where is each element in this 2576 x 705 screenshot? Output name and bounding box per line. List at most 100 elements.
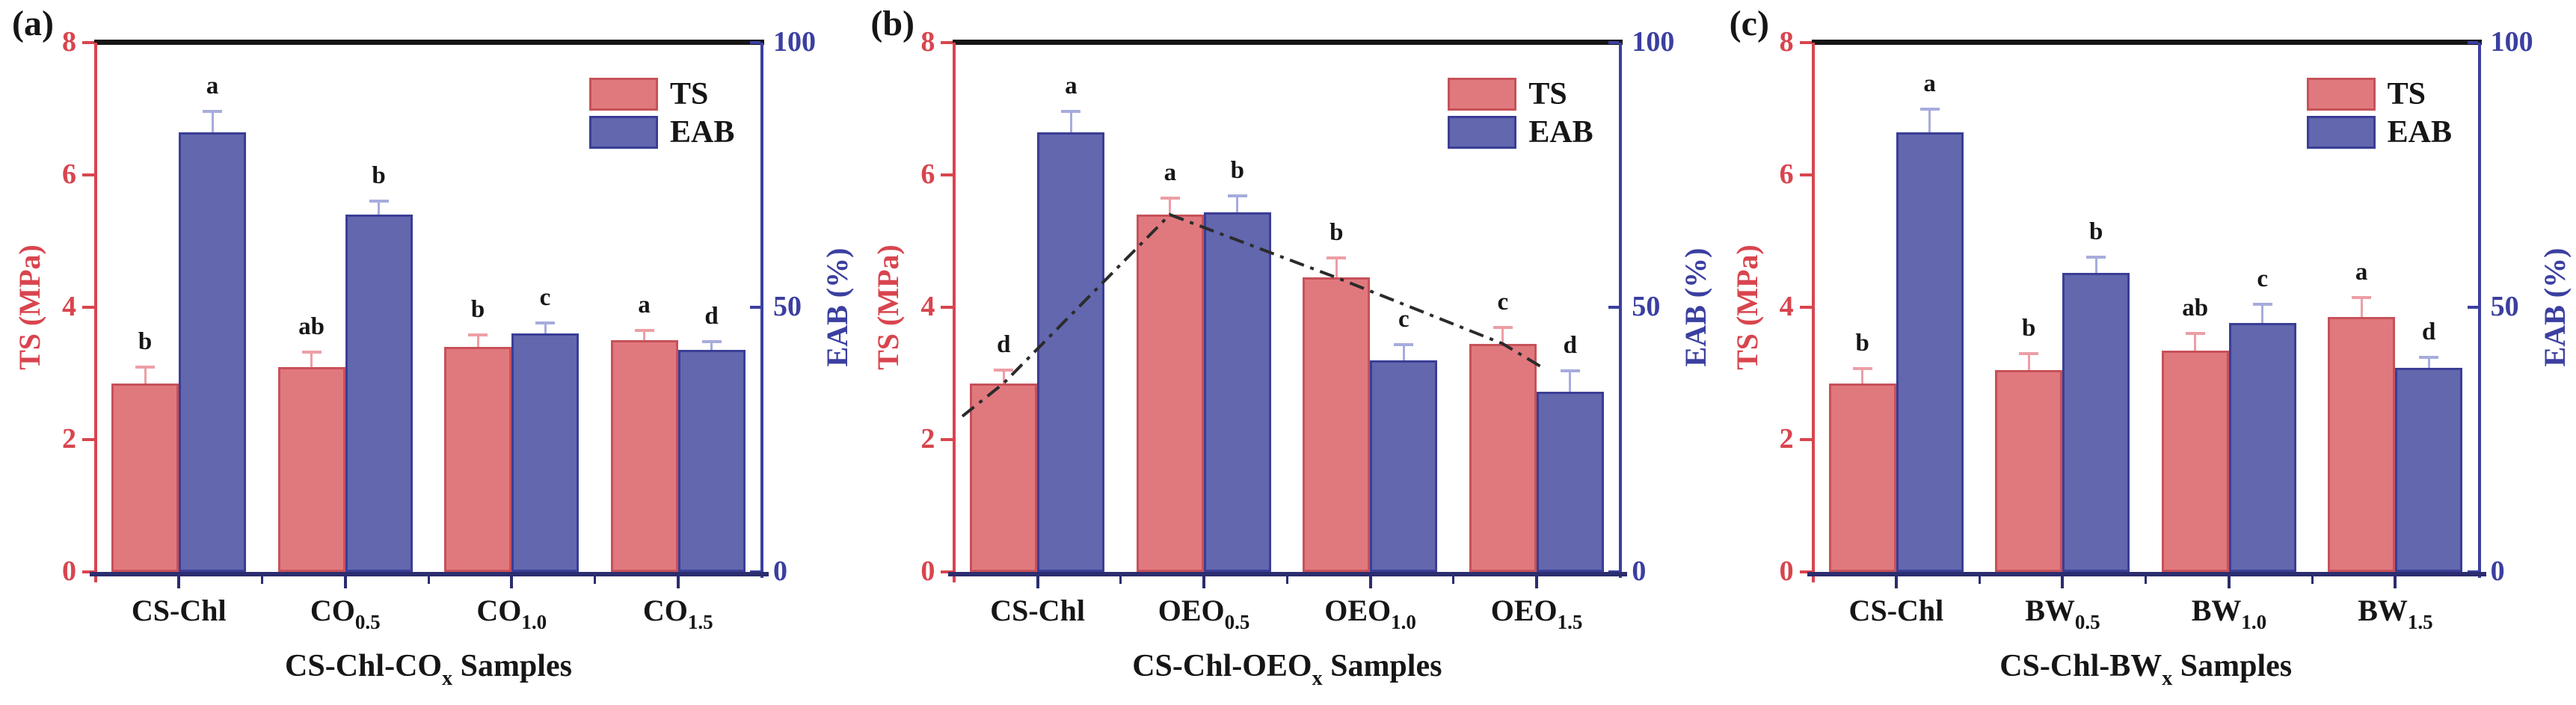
x-axis-minor-tick (1452, 576, 1455, 584)
legend-swatch-ts (1448, 78, 1517, 111)
left-axis-tick (1799, 41, 1812, 44)
x-axis-tick (2394, 576, 2397, 588)
significance-letter: d (704, 303, 719, 330)
error-bar-cap (1327, 256, 1347, 259)
ts-bar (111, 383, 179, 572)
x-axis-minor-tick (1978, 576, 1981, 584)
legend: TS EAB (2306, 77, 2453, 154)
significance-letter: c (539, 284, 551, 312)
legend-label: TS (2387, 77, 2426, 111)
significance-letter: d (2421, 318, 2436, 346)
right-axis-tick (750, 41, 760, 44)
category-label: CO1.0 (476, 593, 547, 633)
legend-label: EAB (1528, 115, 1593, 150)
legend-swatch-ts (2306, 78, 2376, 111)
panel-c: (c) b b ab a a b c d 0 2 4 6 8 0 50 100 CS-Chl BW0.5 BW1.0… (1717, 0, 2576, 705)
right-axis-tick-label: 50 (1632, 291, 1661, 322)
right-axis-tick-label: 100 (2490, 26, 2533, 58)
left-axis-tick-label: 8 (920, 26, 935, 58)
eab-bar (1203, 212, 1271, 572)
eab-bar (1370, 360, 1438, 572)
error-bar-cap (135, 365, 155, 369)
ts-bar (1828, 383, 1896, 572)
category-label: BW1.0 (2191, 593, 2266, 633)
left-axis-tick (1799, 570, 1812, 573)
x-axis-minor-tick (1285, 576, 1288, 584)
category-label-main: CO (642, 594, 688, 627)
category-label: OEO0.5 (1158, 593, 1250, 633)
error-bar (2094, 256, 2097, 273)
x-axis-minor-tick (427, 576, 430, 584)
significance-letter: a (206, 73, 219, 100)
error-bar (2427, 357, 2430, 369)
left-axis-tick (82, 41, 94, 44)
right-axis-line (2477, 43, 2481, 578)
left-axis-tick-label: 0 (920, 555, 935, 587)
x-axis-tick (1894, 576, 1898, 588)
x-axis-minor-tick (2311, 576, 2314, 584)
right-axis-line (760, 43, 763, 578)
x-axis-tick (676, 576, 680, 588)
category-label-main: CO (476, 594, 522, 627)
ts-bar (1136, 215, 1204, 572)
category-label: CO1.5 (642, 593, 713, 633)
legend-item: TS (589, 78, 734, 111)
error-bar-cap (2419, 356, 2439, 360)
ts-bar (444, 347, 511, 572)
x-axis-tick (343, 576, 347, 588)
panel-label-c: (c) (1729, 4, 1769, 43)
error-bar (1169, 197, 1172, 215)
x-axis-title: CS-Chl-OEOx Samples (1132, 648, 1442, 690)
category-label-subscript: 1.5 (687, 611, 713, 633)
error-bar (2261, 304, 2264, 324)
error-bar (710, 342, 713, 350)
legend-swatch-eab (589, 116, 658, 149)
significance-letter: b (1230, 157, 1245, 185)
error-bar-cap (2185, 332, 2205, 336)
left-axis-tick-label: 8 (1779, 26, 1794, 58)
significance-letter: b (2088, 218, 2103, 245)
error-bar (144, 366, 147, 384)
legend-label: EAB (2387, 115, 2453, 150)
panel-a: (a) b ab b a a b c d 0 2 4 6 8 0 50 100 CS-Chl CO0.5 CO1.0… (0, 0, 859, 705)
category-label-main: BW (2358, 594, 2408, 627)
left-axis-tick (1799, 173, 1812, 176)
left-axis-tick-label: 8 (62, 26, 76, 58)
category-label-main: BW (2191, 594, 2242, 627)
left-axis-tick (1799, 438, 1812, 441)
error-bar (1402, 344, 1405, 360)
category-label-main: CS-Chl (131, 594, 227, 627)
category-label: CS-Chl (132, 593, 227, 628)
right-axis-tick-label: 50 (773, 291, 802, 322)
category-label: BW1.5 (2358, 593, 2432, 633)
error-bar (2027, 353, 2030, 371)
x-axis-minor-tick (261, 576, 263, 584)
error-bar (1002, 370, 1005, 384)
right-axis-tick-label: 0 (1632, 555, 1647, 587)
error-bar-cap (535, 321, 555, 325)
category-label: CO0.5 (310, 593, 381, 633)
ts-bar (1469, 343, 1537, 572)
category-label-main: CS-Chl (1848, 594, 1944, 627)
x-axis-title-subscript: x (1312, 667, 1323, 690)
left-axis-tick-label: 6 (1779, 158, 1794, 190)
error-bar-cap (2352, 295, 2372, 299)
right-axis-tick (1608, 41, 1620, 44)
legend: TS EAB (589, 78, 734, 154)
legend-label: TS (1528, 77, 1567, 111)
x-axis-tick (1202, 576, 1206, 588)
x-axis-title-text: Samples (1322, 649, 1442, 683)
legend-item: EAB (589, 116, 734, 149)
left-axis-tick-label: 0 (1779, 555, 1794, 587)
left-axis-tick (941, 570, 953, 573)
significance-letter: b (138, 327, 153, 355)
category-label: CS-Chl (1849, 593, 1944, 628)
legend-item: EAB (2306, 115, 2453, 150)
category-label-main: OEO (1158, 594, 1225, 627)
ts-bar (610, 340, 678, 572)
x-axis-tick (2061, 576, 2065, 588)
error-bar-cap (203, 110, 222, 114)
error-bar-cap (1493, 325, 1513, 329)
error-bar-cap (1560, 369, 1580, 372)
